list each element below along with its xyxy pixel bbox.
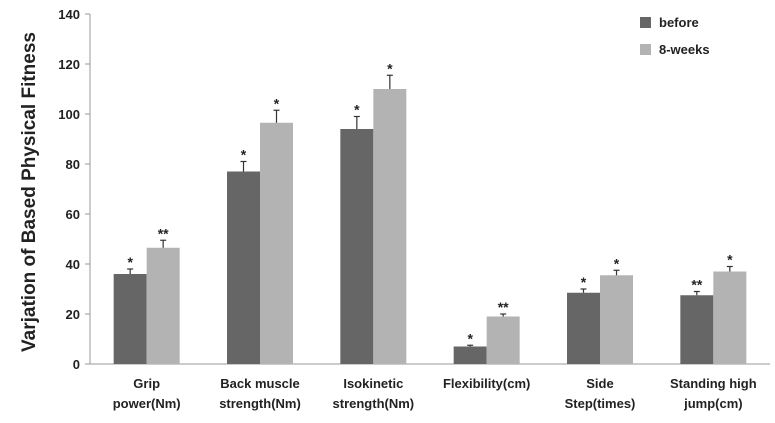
y-tick-label: 0 [73, 357, 80, 372]
y-tick-label: 140 [58, 7, 80, 22]
bar-before [340, 129, 374, 364]
x-tick-label: Flexibility(cm) [443, 376, 530, 391]
significance-marker: * [241, 147, 247, 163]
bar-before [567, 292, 600, 364]
x-tick-label: Back muscle [220, 376, 300, 391]
y-tick-label: 80 [66, 157, 80, 172]
bar-8-weeks [260, 122, 293, 364]
y-ticks: 0 20 40 60 80 100 120 140 [58, 7, 90, 372]
significance-marker: * [274, 95, 280, 111]
x-tick-label: Step(times) [565, 396, 636, 411]
bar-before [113, 274, 147, 364]
significance-marker: * [467, 330, 473, 346]
bar-8-weeks [486, 316, 520, 364]
bar-before [227, 171, 260, 364]
y-tick-label: 60 [66, 207, 80, 222]
x-tick-label: strength(Nm) [219, 396, 301, 411]
significance-marker: ** [691, 277, 702, 293]
significance-marker: * [727, 252, 733, 268]
x-tick-label: Grip [133, 376, 160, 391]
significance-marker: * [581, 274, 587, 290]
x-tick-label: Isokinetic [343, 376, 403, 391]
significance-marker: * [354, 102, 360, 118]
category-labels: Grip power(Nm) Back muscle strength(Nm) Isok… [113, 376, 757, 411]
legend-label-8-weeks: 8-weeks [659, 42, 710, 57]
legend: before 8-weeks [640, 15, 710, 57]
significance-marker: * [387, 60, 393, 76]
y-tick-label: 40 [66, 257, 80, 272]
bar-before [453, 346, 487, 364]
significance-marker: * [127, 254, 133, 270]
y-tick-label: 20 [66, 307, 80, 322]
bar-8-weeks [713, 271, 747, 364]
y-tick-label: 100 [58, 107, 80, 122]
significance-marker: ** [158, 225, 169, 241]
x-tick-label: Standing high [670, 376, 757, 391]
legend-swatch-8-weeks [640, 44, 651, 55]
y-axis-label: Varjation of Based Physical Fitness [19, 32, 40, 352]
significance-marker: * [614, 255, 620, 271]
bar-8-weeks [373, 89, 407, 364]
bar-8-weeks [600, 275, 633, 364]
bar-8-weeks [146, 247, 180, 364]
significance-marker: ** [498, 299, 509, 315]
legend-label-before: before [659, 15, 699, 30]
axes [89, 14, 770, 365]
x-tick-label: strength(Nm) [333, 396, 415, 411]
legend-swatch-before [640, 17, 651, 28]
bar-before [680, 295, 714, 364]
y-tick-label: 120 [58, 57, 80, 72]
x-tick-label: jump(cm) [683, 396, 743, 411]
y-axis-label-group: Varjation of Based Physical Fitness [19, 32, 40, 352]
x-tick-label: power(Nm) [113, 396, 181, 411]
bars: ***** ********** [113, 60, 747, 364]
x-tick-label: Side [586, 376, 613, 391]
